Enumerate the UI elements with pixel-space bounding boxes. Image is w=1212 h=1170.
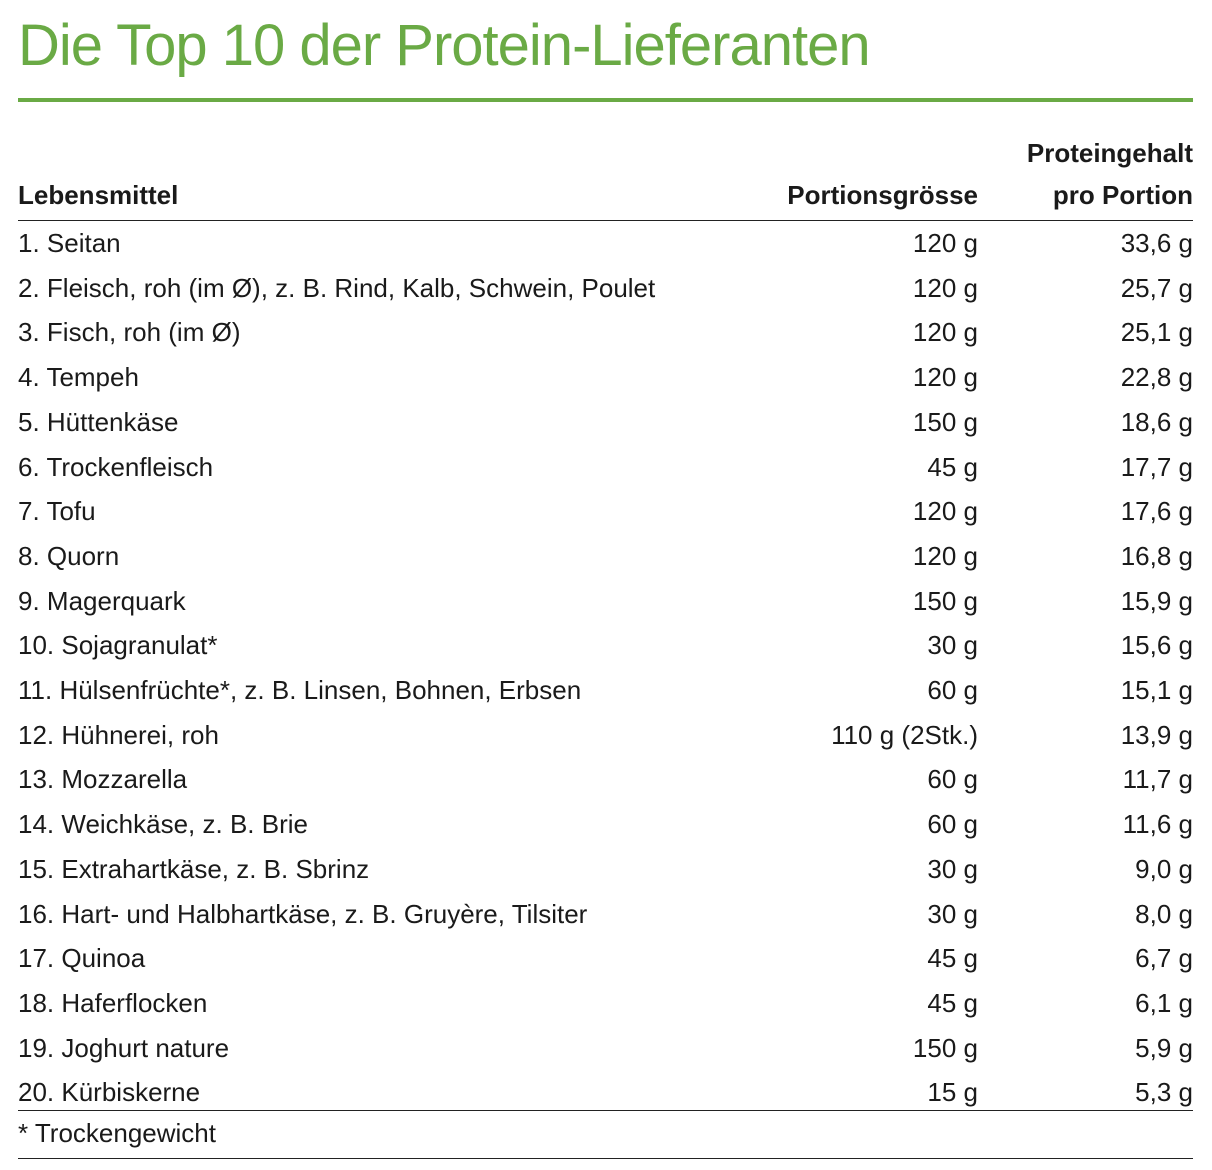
table-row: 20. Kürbiskerne 15 g 5,3 g	[18, 1070, 1193, 1115]
table-cell: 150 g	[912, 1032, 978, 1063]
table-cell: 20. Kürbiskerne	[18, 1077, 201, 1108]
table-body: 1. Seitan 120 g 33,6 g 2. Fleisch, roh (im …	[18, 221, 1193, 1116]
table-cell: 9. Magerquark	[18, 585, 186, 616]
table-row: 4. Tempeh 120 g 22,8 g	[18, 355, 1193, 400]
table-cell: 14. Weichkäse, z. B. Brie	[18, 809, 308, 840]
table-row: 6. Trockenfleisch 45 g 17,7 g	[18, 445, 1193, 490]
protein-table: Lebensmittel Portionsgrösse Proteingehalt …	[18, 132, 1193, 1115]
footnote: * Trockengewicht	[18, 1110, 1193, 1159]
column-header: Portionsgrösse	[738, 132, 978, 221]
table-cell: 15,1 g	[1120, 675, 1193, 706]
table-row: 7. Tofu 120 g 17,6 g	[18, 489, 1193, 534]
table-cell: 15,6 g	[1120, 630, 1193, 661]
table-cell: 25,7 g	[1120, 272, 1193, 303]
table-cell: 18,6 g	[1120, 406, 1193, 437]
table-row: 13. Mozzarella 60 g 11,7 g	[18, 757, 1193, 802]
table-row: 1. Seitan 120 g 33,6 g	[18, 221, 1193, 266]
table-cell: 120 g	[912, 540, 978, 571]
column-header: Proteingehalt pro Portion	[978, 132, 1193, 221]
table-row: 5. Hüttenkäse 150 g 18,6 g	[18, 400, 1193, 445]
title: Die Top 10 der Protein-Lieferanten	[18, 13, 871, 78]
table-cell: 5. Hüttenkäse	[18, 406, 179, 437]
table-row: 15. Extrahartkäse, z. B. Sbrinz 30 g 9,0 g	[18, 847, 1193, 892]
table-cell: 15. Extrahartkäse, z. B. Sbrinz	[18, 853, 370, 884]
table-cell: 7. Tofu	[18, 496, 96, 527]
table-row: 3. Fisch, roh (im Ø) 120 g 25,1 g	[18, 310, 1193, 355]
column-header: Lebensmittel	[18, 132, 738, 221]
table-cell: 30 g	[927, 898, 978, 929]
table-cell: 5,3 g	[1135, 1077, 1193, 1108]
table-cell: 4. Tempeh	[18, 362, 139, 393]
header-row: Lebensmittel Portionsgrösse Proteingehalt …	[18, 132, 1193, 221]
table-cell: 120 g	[912, 496, 978, 527]
table-row: 14. Weichkäse, z. B. Brie 60 g 11,6 g	[18, 802, 1193, 847]
table-cell: 6,1 g	[1135, 987, 1193, 1018]
table-cell: 3. Fisch, roh (im Ø)	[18, 317, 241, 348]
table-cell: 150 g	[912, 585, 978, 616]
title-rule	[18, 98, 1193, 102]
table-cell: 2. Fleisch, roh (im Ø), z. B. Rind, Kalb…	[18, 272, 656, 303]
table-cell: 11. Hülsenfrüchte*, z. B. Linsen, Bohnen…	[18, 675, 582, 706]
table-cell: 6. Trockenfleisch	[18, 451, 214, 482]
table-cell: 110 g (2Stk.)	[831, 719, 978, 750]
table-cell: 10. Sojagranulat*	[18, 630, 218, 661]
table-cell: 6,7 g	[1135, 943, 1193, 974]
table-cell: 120 g	[912, 272, 978, 303]
table-cell: 30 g	[927, 853, 978, 884]
table-cell: 11,7 g	[1122, 764, 1193, 795]
table-cell: 120 g	[912, 317, 978, 348]
table-row: 16. Hart- und Halbhartkäse, z. B. Gruyèr…	[18, 892, 1193, 937]
table-cell: 8,0 g	[1135, 898, 1193, 929]
table-cell: 22,8 g	[1120, 362, 1193, 393]
table-cell: 1. Seitan	[18, 228, 121, 258]
table-row: 9. Magerquark 150 g 15,9 g	[18, 579, 1193, 624]
table-cell: 45 g	[927, 987, 978, 1018]
table-cell: 15 g	[927, 1077, 978, 1108]
table-row: 19. Joghurt nature 150 g 5,9 g	[18, 1026, 1193, 1071]
table-cell: 17,7 g	[1120, 451, 1193, 482]
table-cell: 9,0 g	[1135, 853, 1193, 884]
table-cell: 17. Quinoa	[18, 943, 146, 974]
table-cell: 120 g	[912, 362, 978, 393]
table-cell: 13,9 g	[1120, 719, 1193, 750]
header-text: Lebensmittel	[18, 180, 179, 210]
table-cell: 45 g	[927, 943, 978, 974]
table-cell: 19. Joghurt nature	[18, 1032, 230, 1063]
table-row: 8. Quorn 120 g 16,8 g	[18, 534, 1193, 579]
table-cell: 16. Hart- und Halbhartkäse, z. B. Gruyèr…	[18, 898, 588, 929]
table-cell: 33,6 g	[1120, 228, 1193, 258]
table-row: 12. Hühnerei, roh 110 g (2Stk.) 13,9 g	[18, 713, 1193, 758]
table-cell: 11,6 g	[1122, 809, 1193, 840]
table-cell: 15,9 g	[1120, 585, 1193, 616]
table-cell: 60 g	[927, 809, 978, 840]
table-cell: 120 g	[912, 228, 978, 258]
table-cell: 16,8 g	[1120, 540, 1193, 571]
table-cell: 17,6 g	[1120, 496, 1193, 527]
table-cell: 12. Hühnerei, roh	[18, 719, 219, 750]
table-cell: 18. Haferflocken	[18, 987, 208, 1018]
table-cell: 25,1 g	[1120, 317, 1193, 348]
table-cell: 45 g	[927, 451, 978, 482]
table-cell: 60 g	[927, 764, 978, 795]
header-text: Proteingehalt pro Portion	[1026, 138, 1193, 210]
table-cell: 30 g	[927, 630, 978, 661]
table-cell: 150 g	[912, 406, 978, 437]
table-row: 10. Sojagranulat* 30 g 15,6 g	[18, 623, 1193, 668]
table-row: 17. Quinoa 45 g 6,7 g	[18, 936, 1193, 981]
table-cell: 5,9 g	[1135, 1032, 1193, 1063]
table-cell: 8. Quorn	[18, 540, 120, 571]
table-row: 2. Fleisch, roh (im Ø), z. B. Rind, Kalb…	[18, 266, 1193, 311]
table-row: 18. Haferflocken 45 g 6,1 g	[18, 981, 1193, 1026]
header-text: Portionsgrösse	[787, 180, 978, 210]
table-cell: 60 g	[927, 675, 978, 706]
table-head: Lebensmittel Portionsgrösse Proteingehalt …	[18, 132, 1193, 221]
table-row: 11. Hülsenfrüchte*, z. B. Linsen, Bohnen…	[18, 668, 1193, 713]
table-cell: 13. Mozzarella	[18, 764, 188, 795]
